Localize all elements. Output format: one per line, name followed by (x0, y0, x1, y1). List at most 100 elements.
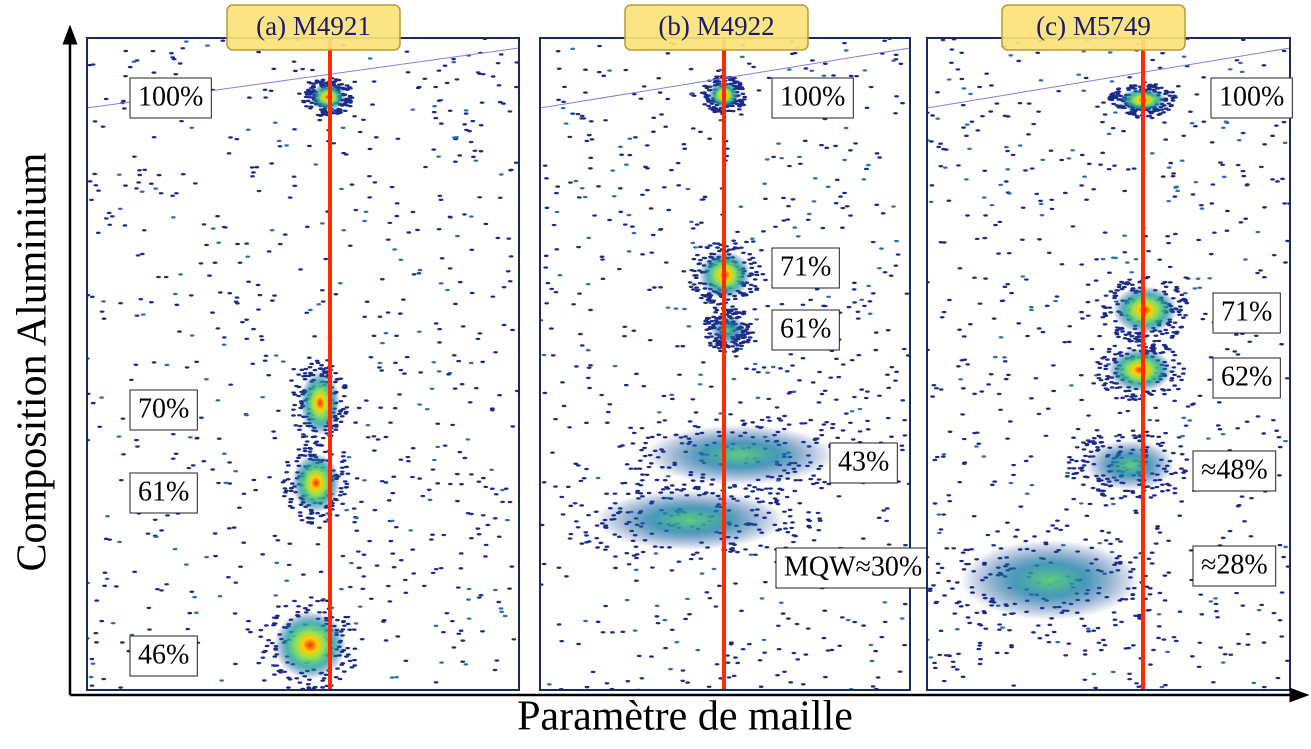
noise-dot (1176, 436, 1182, 439)
noise-dot (870, 685, 876, 688)
noise-dot (1209, 141, 1215, 144)
noise-dot (1113, 96, 1119, 100)
noise-dot (647, 338, 653, 342)
noise-dot (932, 458, 938, 462)
noise-dot (983, 627, 989, 630)
noise-dot (1169, 376, 1175, 380)
noise-dot (147, 628, 152, 631)
noise-dot (216, 241, 222, 244)
noise-dot (388, 421, 393, 424)
label-box (771, 77, 854, 119)
noise-dot (483, 543, 489, 547)
noise-dot (465, 438, 471, 441)
noise-dot (1149, 551, 1155, 554)
noise-dot (788, 390, 793, 394)
noise-dot (900, 101, 905, 105)
noise-dot (820, 226, 826, 230)
noise-dot (960, 387, 966, 390)
noise-dot (301, 100, 307, 104)
noise-dot (1046, 251, 1052, 255)
noise-dot (555, 50, 561, 53)
noise-dot (825, 649, 831, 652)
noise-dot (338, 487, 344, 490)
noise-dot (478, 594, 484, 597)
noise-dot (1163, 92, 1169, 95)
noise-dot (344, 486, 350, 489)
noise-dot (669, 484, 675, 487)
noise-dot (501, 286, 507, 289)
label-box (771, 309, 840, 351)
noise-dot (1172, 487, 1178, 490)
noise-dot (452, 302, 458, 306)
noise-dot (1089, 347, 1095, 351)
noise-dot (680, 344, 686, 348)
noise-dot (829, 648, 835, 652)
noise-dot (438, 122, 444, 125)
noise-dot (782, 670, 787, 673)
noise-dot (1071, 472, 1077, 476)
noise-dot (1112, 94, 1118, 97)
noise-dot (349, 183, 355, 186)
noise-dot (1149, 435, 1155, 438)
noise-dot (1281, 555, 1287, 559)
noise-dot (190, 464, 196, 467)
noise-dot (501, 102, 506, 105)
noise-dot (291, 367, 297, 371)
noise-dot (950, 587, 955, 590)
noise-dot (189, 126, 195, 130)
noise-dot (1017, 101, 1023, 105)
noise-dot (579, 504, 585, 507)
noise-dot (956, 600, 962, 603)
noise-dot (221, 336, 227, 339)
percentage-label: ≈48% (1201, 454, 1268, 485)
noise-dot (462, 123, 468, 126)
noise-dot (492, 588, 498, 592)
noise-dot (718, 412, 724, 415)
noise-dot (774, 499, 780, 502)
noise-dot (1095, 626, 1101, 630)
noise-dot (483, 222, 489, 226)
noise-dot (1029, 167, 1035, 170)
noise-dot (1179, 453, 1185, 456)
noise-dot (318, 514, 324, 518)
noise-dot (447, 216, 453, 219)
noise-dot (747, 287, 753, 291)
noise-dot (693, 411, 699, 414)
noise-dot (266, 250, 272, 253)
noise-dot (213, 554, 218, 558)
noise-dot (567, 426, 572, 429)
noise-dot (1102, 231, 1108, 234)
noise-dot (607, 218, 613, 222)
noise-dot (1109, 386, 1115, 389)
noise-dot (757, 659, 763, 662)
noise-dot (768, 487, 773, 490)
noise-dot (245, 628, 251, 631)
noise-dot (754, 273, 760, 277)
noise-dot (706, 322, 712, 325)
noise-dot (1071, 436, 1076, 439)
noise-dot (192, 595, 198, 599)
noise-dot (346, 455, 352, 459)
noise-dot (656, 77, 662, 80)
noise-dot (662, 478, 668, 482)
noise-dot (1222, 653, 1228, 656)
noise-dot (633, 568, 639, 572)
noise-dot (394, 676, 399, 679)
noise-dot (821, 304, 827, 308)
noise-dot (664, 485, 669, 489)
noise-dot (1172, 384, 1178, 387)
noise-dot (1172, 353, 1178, 357)
noise-dot (258, 335, 264, 338)
noise-dot (758, 544, 763, 547)
noise-dot (319, 599, 325, 602)
noise-dot (1279, 343, 1285, 346)
noise-dot (750, 421, 756, 424)
noise-dot (1127, 677, 1133, 681)
noise-dot (943, 654, 949, 657)
noise-dot (1147, 593, 1153, 596)
noise-dot (800, 357, 806, 360)
noise-dot (99, 396, 104, 399)
noise-dot (725, 654, 730, 657)
noise-dot (884, 519, 890, 523)
